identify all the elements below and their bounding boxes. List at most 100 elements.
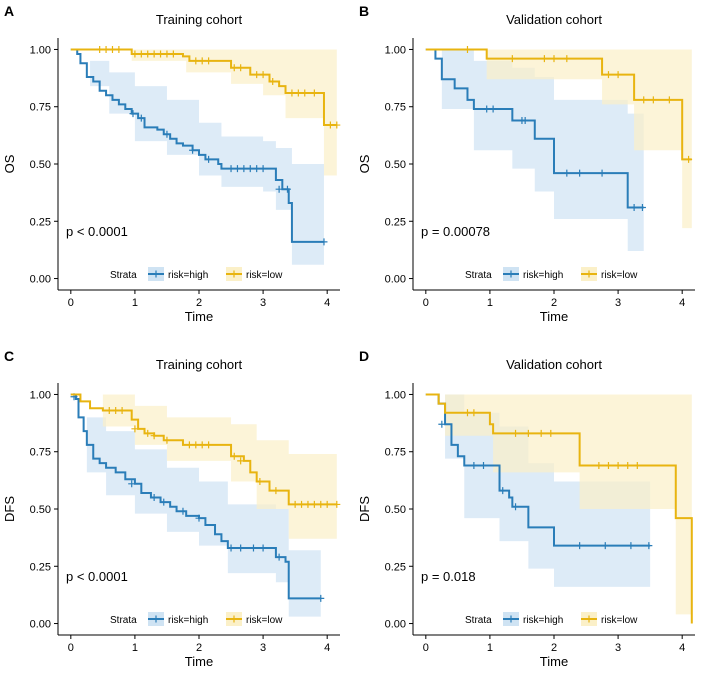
censor-mark: [240, 165, 248, 173]
y-axis-label: DFS: [357, 496, 372, 522]
censor-mark: [323, 500, 331, 508]
chart-title: Training cohort: [156, 357, 243, 372]
y-tick-label: 0.50: [385, 159, 406, 171]
censor-mark: [160, 498, 168, 506]
censor-mark: [137, 50, 145, 58]
x-tick-label: 2: [551, 642, 557, 654]
censor-mark: [614, 461, 622, 469]
censor-mark: [150, 494, 158, 502]
p-value: p < 0.0001: [66, 569, 128, 584]
censor-mark: [137, 114, 145, 122]
censor-mark: [320, 238, 328, 246]
censor-mark: [547, 429, 555, 437]
censor-mark: [198, 441, 206, 449]
censor-mark: [463, 409, 471, 417]
x-axis-label: Time: [185, 654, 213, 669]
censor-mark: [227, 165, 235, 173]
censor-mark: [150, 50, 158, 58]
censor-mark: [301, 89, 309, 97]
x-axis-label: Time: [540, 654, 568, 669]
censor-mark: [627, 542, 635, 550]
censor-mark: [129, 110, 137, 118]
x-tick-label: 2: [196, 642, 202, 654]
x-tick-label: 4: [324, 297, 330, 309]
y-tick-label: 0.00: [30, 619, 51, 631]
confidence-band-risk=high: [70, 394, 321, 617]
legend-label-risk=low: risk=low: [601, 270, 638, 281]
legend-title: Strata: [110, 270, 137, 281]
censor-mark: [118, 406, 126, 414]
censor-mark: [115, 45, 123, 53]
censor-mark: [512, 429, 520, 437]
censor-mark: [550, 55, 558, 63]
x-axis-label: Time: [540, 309, 568, 324]
y-tick-label: 1.00: [30, 389, 51, 401]
legend-label-risk=high: risk=high: [168, 270, 208, 281]
censor-mark: [192, 57, 200, 65]
y-tick-label: 0.75: [385, 102, 406, 114]
survival-curve-risk=high: [70, 48, 324, 243]
censor-mark: [563, 169, 571, 177]
censor-mark: [128, 480, 136, 488]
censor-mark: [317, 500, 325, 508]
x-tick-label: 1: [487, 642, 493, 654]
censor-mark: [304, 500, 312, 508]
censor-mark: [633, 461, 641, 469]
censor-mark: [259, 165, 267, 173]
censor-mark: [291, 500, 299, 508]
censor-mark: [163, 50, 171, 58]
censor-mark: [150, 432, 158, 440]
survival-curve-risk=low: [70, 393, 337, 506]
y-tick-label: 1.00: [385, 389, 406, 401]
censor-mark: [483, 105, 491, 113]
y-axis-label: DFS: [2, 496, 17, 522]
censor-mark: [604, 461, 612, 469]
legend-title: Strata: [110, 615, 137, 626]
legend-label-risk=high: risk=high: [523, 270, 563, 281]
confidence-band-risk=low: [425, 394, 692, 615]
panel-letter: C: [4, 348, 14, 364]
censor-mark: [230, 452, 238, 460]
censor-mark: [272, 487, 280, 495]
panel-d: D Validation cohort 0.00 0.25 0.50 0.75 1.00 0 1…: [357, 348, 695, 669]
x-tick-label: 4: [679, 297, 685, 309]
censor-mark: [685, 155, 693, 163]
confidence-band-risk=high: [425, 394, 651, 587]
censor-mark: [333, 121, 341, 129]
y-tick-label: 0.00: [30, 274, 51, 286]
x-tick-label: 1: [132, 297, 138, 309]
censor-mark: [438, 420, 446, 428]
censor-mark: [179, 507, 187, 515]
censor-mark: [253, 71, 261, 79]
confidence-band-risk=low: [70, 394, 337, 539]
censor-mark: [198, 57, 206, 65]
confidence-band-risk=low: [425, 49, 692, 229]
censor-mark: [595, 461, 603, 469]
censor-mark: [96, 45, 104, 53]
panel-letter: B: [359, 3, 369, 19]
censor-mark: [131, 425, 139, 433]
chart-title: Training cohort: [156, 12, 243, 27]
censor-mark: [470, 409, 478, 417]
y-tick-label: 0.25: [385, 561, 406, 573]
censor-mark: [463, 45, 471, 53]
y-axis-label: OS: [2, 154, 17, 173]
x-tick-label: 4: [324, 642, 330, 654]
censor-mark: [508, 55, 516, 63]
legend-label-risk=high: risk=high: [523, 615, 563, 626]
confidence-band-risk=high: [425, 49, 644, 252]
x-tick-label: 3: [260, 642, 266, 654]
x-tick-label: 0: [423, 642, 429, 654]
legend-title: Strata: [465, 270, 492, 281]
x-tick-label: 1: [487, 297, 493, 309]
y-tick-label: 1.00: [385, 44, 406, 56]
censor-mark: [237, 544, 245, 552]
y-axis-label: OS: [357, 154, 372, 173]
y-tick-label: 0.50: [30, 504, 51, 516]
y-tick-label: 0.25: [385, 216, 406, 228]
censor-mark: [102, 45, 110, 53]
censor-mark: [288, 89, 296, 97]
censor-mark: [259, 544, 267, 552]
